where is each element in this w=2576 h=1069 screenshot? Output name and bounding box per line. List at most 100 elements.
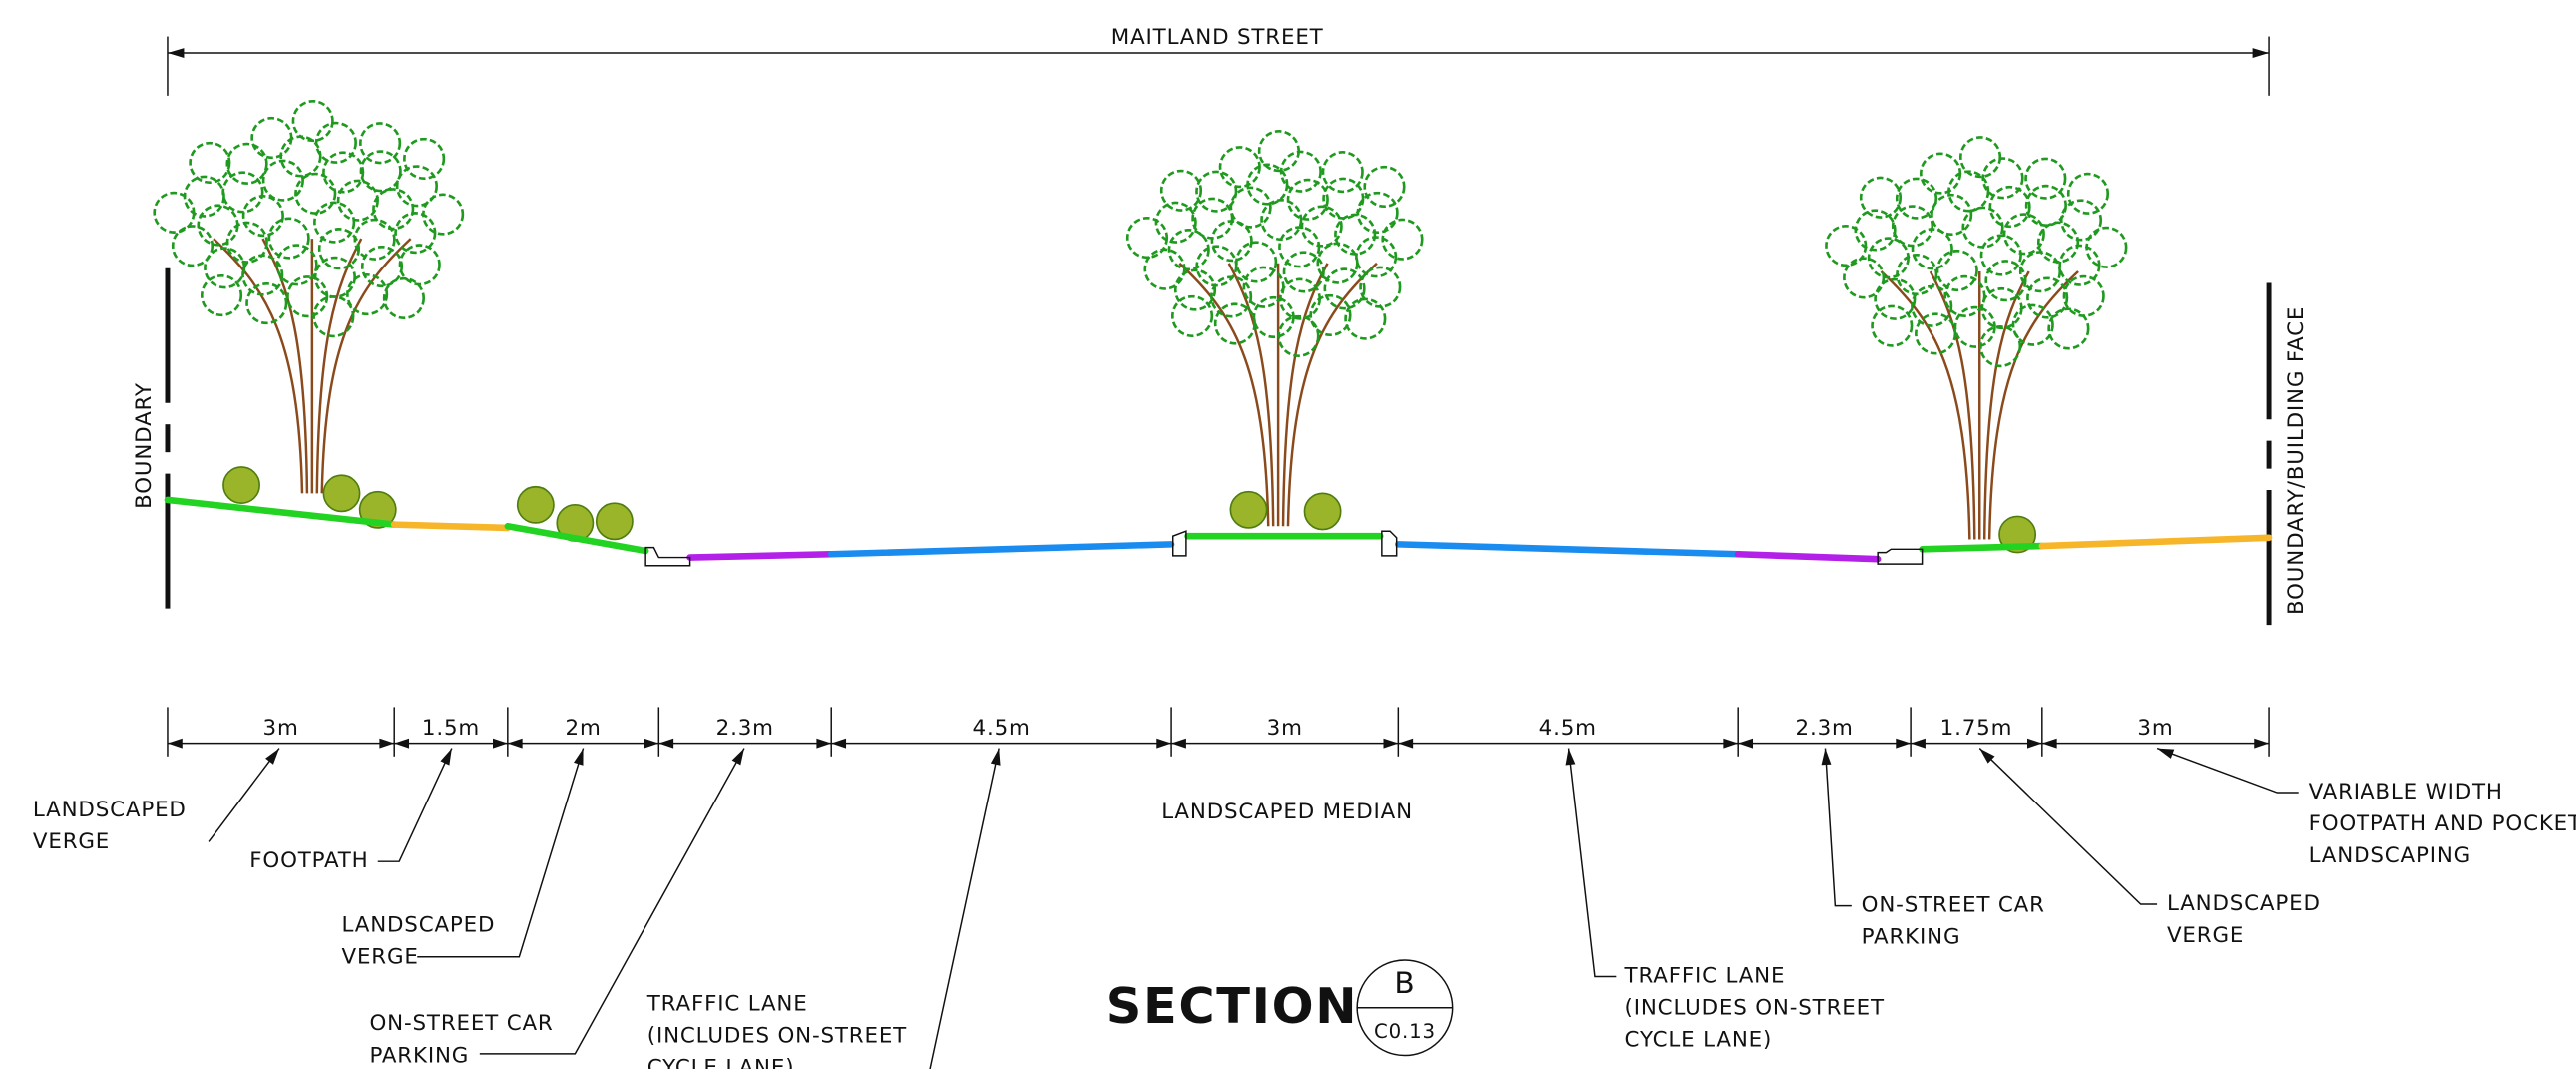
tree-leaf: [1981, 236, 2021, 275]
tree-leaf: [1346, 299, 1386, 339]
dimension-label: 4.5m: [973, 716, 1031, 741]
tree-trunk: [1881, 271, 1969, 539]
callout-text: (INCLUDES ON-STREET: [647, 1024, 907, 1049]
callout-text: LANDSCAPED: [342, 912, 496, 937]
tree-leaf: [269, 219, 309, 259]
tree-leaf: [1145, 250, 1185, 289]
tree-leaf: [360, 123, 400, 163]
street-title: MAITLAND STREET: [1111, 25, 1324, 50]
tree-trunk: [1989, 271, 2078, 539]
callout-text: VERGE: [33, 829, 110, 854]
tree-leaf: [1236, 243, 1276, 282]
tree-leaf: [202, 275, 241, 315]
dimension-label: 2m: [566, 716, 602, 741]
tree-leaf: [2087, 228, 2127, 267]
tree-leaf: [1873, 306, 1913, 346]
tree-trunk: [1179, 264, 1268, 526]
leader-arrow: [732, 746, 749, 765]
tree-leaf: [1127, 218, 1167, 258]
leader-arrow: [2155, 744, 2174, 759]
dimension-label: 4.5m: [1539, 716, 1597, 741]
tree-leaf: [423, 195, 463, 235]
dimension-label: 2.3m: [1796, 716, 1854, 741]
tree-leaf: [227, 144, 267, 184]
shrub: [597, 503, 633, 539]
tree-leaf: [1921, 154, 1960, 194]
callout-text: CYCLE LANE): [1625, 1028, 1773, 1053]
tree-leaf: [373, 189, 413, 229]
tree-leaf: [404, 139, 444, 179]
tree-leaf: [293, 101, 333, 141]
tree-leaf: [1916, 314, 1955, 354]
shrub: [518, 487, 554, 523]
callout-text: LANDSCAPED: [2167, 891, 2321, 916]
leader-line: [1979, 749, 2157, 904]
tree-leaf: [397, 167, 437, 207]
boundary-lines: [168, 268, 2269, 625]
leader-line: [928, 749, 999, 1069]
callout-text: TRAFFIC LANE: [1624, 963, 1786, 988]
section-label: SECTION: [1106, 977, 1358, 1035]
leader-arrow: [1821, 748, 1832, 765]
tree-leaf: [2068, 174, 2108, 214]
leader-line: [209, 749, 279, 842]
tree-leaf: [1288, 180, 1328, 220]
leader-line: [1825, 749, 1851, 906]
leader-line: [378, 749, 452, 862]
callout-text: PARKING: [1862, 925, 1961, 950]
tree-leaf: [1279, 228, 1319, 267]
callout-text: LANDSCAPED: [33, 798, 187, 822]
callout-text: VERGE: [342, 945, 419, 970]
shrub: [323, 475, 359, 511]
dimension-label: 1.75m: [1940, 716, 2013, 741]
tree-leaf: [314, 296, 354, 336]
callout-text: LANDSCAPED MEDIAN: [1161, 800, 1413, 824]
tree-trunk: [214, 239, 302, 493]
section-sheet: C0.13: [1374, 1020, 1436, 1043]
dimension-label: 3m: [2137, 716, 2173, 741]
tree-leaf: [1280, 279, 1320, 319]
page: MAITLAND STREET BOUNDARY BOUNDARY/BUILDI…: [0, 0, 2576, 1069]
tree-leaf: [191, 143, 230, 183]
dimension-string: 3m1.5m2m2.3m4.5m3m4.5m2.3m1.75m3m: [168, 707, 2269, 756]
tree-leaf: [155, 193, 195, 233]
tree-leaf: [1323, 152, 1363, 192]
shrub: [223, 467, 259, 503]
dimension-label: 3m: [263, 716, 299, 741]
tree-leaf: [252, 118, 292, 158]
tree-leaf: [316, 123, 356, 163]
tree-leaf: [323, 153, 363, 193]
leader-arrow: [991, 748, 1004, 766]
tree-leaf: [1284, 253, 1324, 292]
tree-leaf: [1897, 179, 1936, 219]
boundary-label: BOUNDARY/BUILDING FACE: [2284, 306, 2309, 615]
tree-leaf: [1986, 261, 2026, 300]
tree-leaf: [1196, 172, 1236, 212]
callout-text: (INCLUDES ON-STREET: [1625, 996, 1885, 1021]
street-section: MAITLAND STREET BOUNDARY BOUNDARY/BUILDI…: [0, 0, 2576, 1069]
tree-leaf: [1172, 296, 1212, 336]
tree-leaf: [223, 173, 263, 213]
tree-leaf: [314, 203, 354, 243]
leader-arrow: [440, 746, 456, 765]
tree-leaf: [1365, 167, 1405, 207]
callout-text: FOOTPATH AND POCKET: [2309, 811, 2576, 836]
leader-line: [1569, 749, 1617, 977]
tree-leaf: [319, 229, 359, 268]
callout-text: VERGE: [2167, 923, 2244, 948]
tree-leaf: [2038, 223, 2078, 263]
tree-leaf: [1220, 147, 1260, 187]
tree-leaf: [1982, 288, 2022, 328]
tree-leaf: [185, 177, 224, 217]
dimension-label: 2.3m: [716, 716, 774, 741]
tree-leaf: [1844, 259, 1884, 298]
leader-arrow: [265, 746, 283, 765]
callout-text: FOOTPATH: [249, 848, 368, 873]
tree-leaf: [1335, 215, 1375, 255]
tree-leaf: [1311, 295, 1351, 335]
tree-leaf: [1826, 226, 1866, 266]
tree-leaf: [205, 249, 244, 288]
boundary-label: BOUNDARY: [132, 382, 157, 509]
callout-text: CYCLE LANE): [647, 1056, 795, 1069]
trees: [155, 101, 2126, 552]
